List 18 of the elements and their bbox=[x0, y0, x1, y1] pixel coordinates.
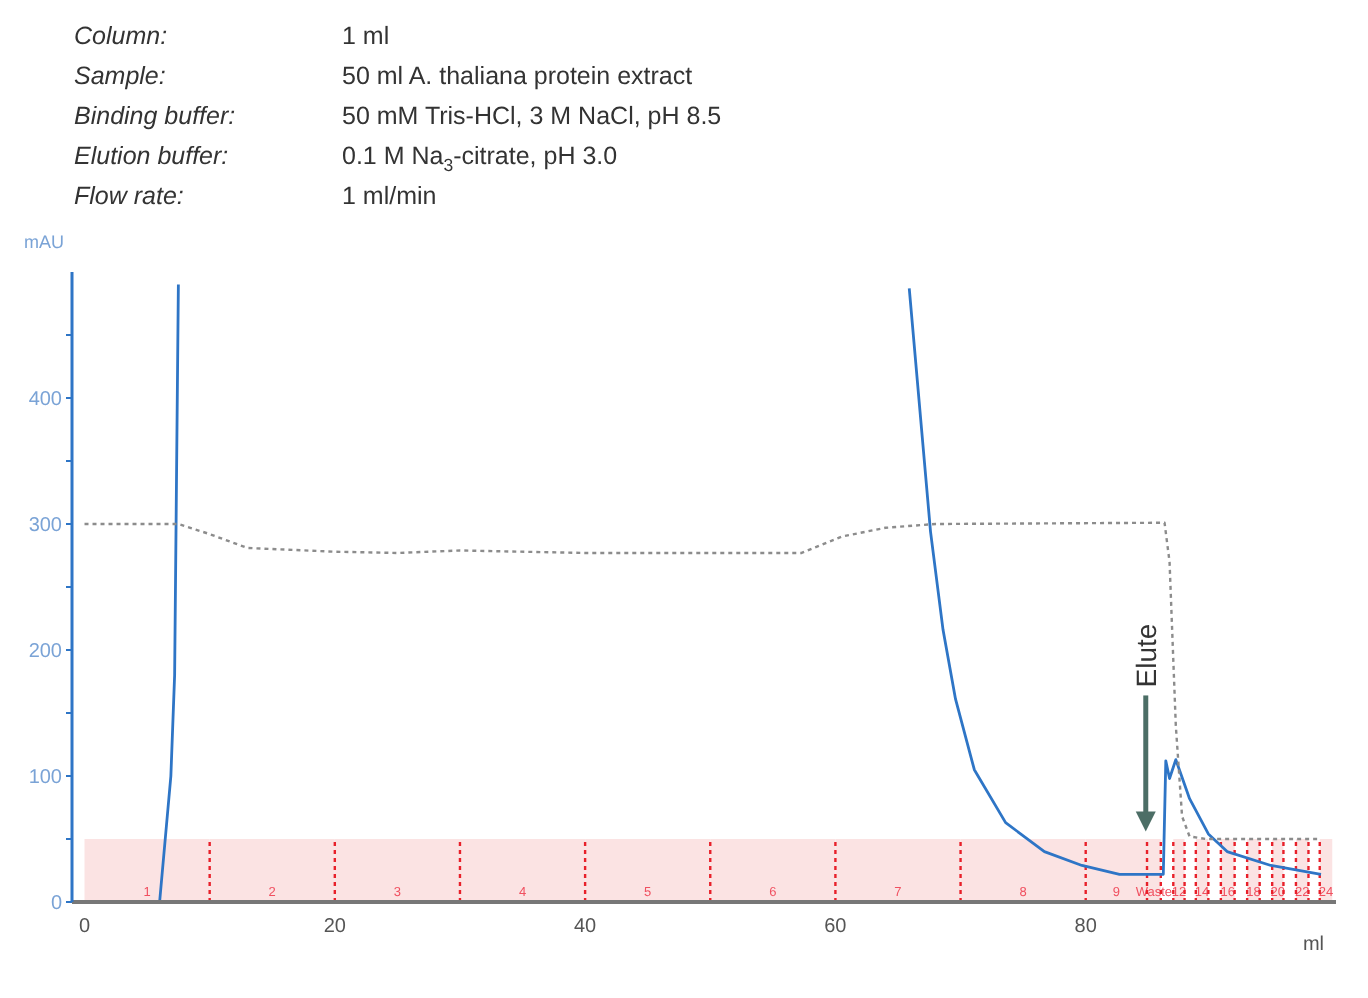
text: Column: 1 ml bbox=[74, 22, 390, 50]
x-axis-title: ml bbox=[1302, 934, 1324, 956]
x-tick-label: 60 bbox=[824, 916, 848, 939]
text: Elution buffer: 0.1 M Na$_{3}$-citrate, pH 3.0 bbox=[74, 142, 618, 175]
text: Binding buffer: 50 mM Tris-HCl, 3 M NaCl, pH 8.5 bbox=[74, 102, 722, 130]
x-tick-label: 0 bbox=[78, 916, 91, 939]
y-tick-label: 200 bbox=[28, 641, 63, 664]
text: Sample: 50 ml A. thaliana protein extract bbox=[74, 62, 693, 90]
text: Flow rate: 1 ml/min bbox=[74, 182, 437, 210]
x-tick-label: 80 bbox=[1074, 916, 1098, 939]
y-tick-label: 300 bbox=[28, 515, 63, 538]
x-tick-label: 20 bbox=[323, 916, 347, 939]
x-tick-label: 40 bbox=[573, 916, 598, 939]
y-axis-title: mAU bbox=[24, 232, 64, 252]
y-tick-label: 400 bbox=[28, 389, 63, 412]
annotation: Elute bbox=[1129, 623, 1162, 688]
y-tick-label: 100 bbox=[28, 767, 63, 790]
y-tick-label: 0 bbox=[50, 893, 63, 916]
